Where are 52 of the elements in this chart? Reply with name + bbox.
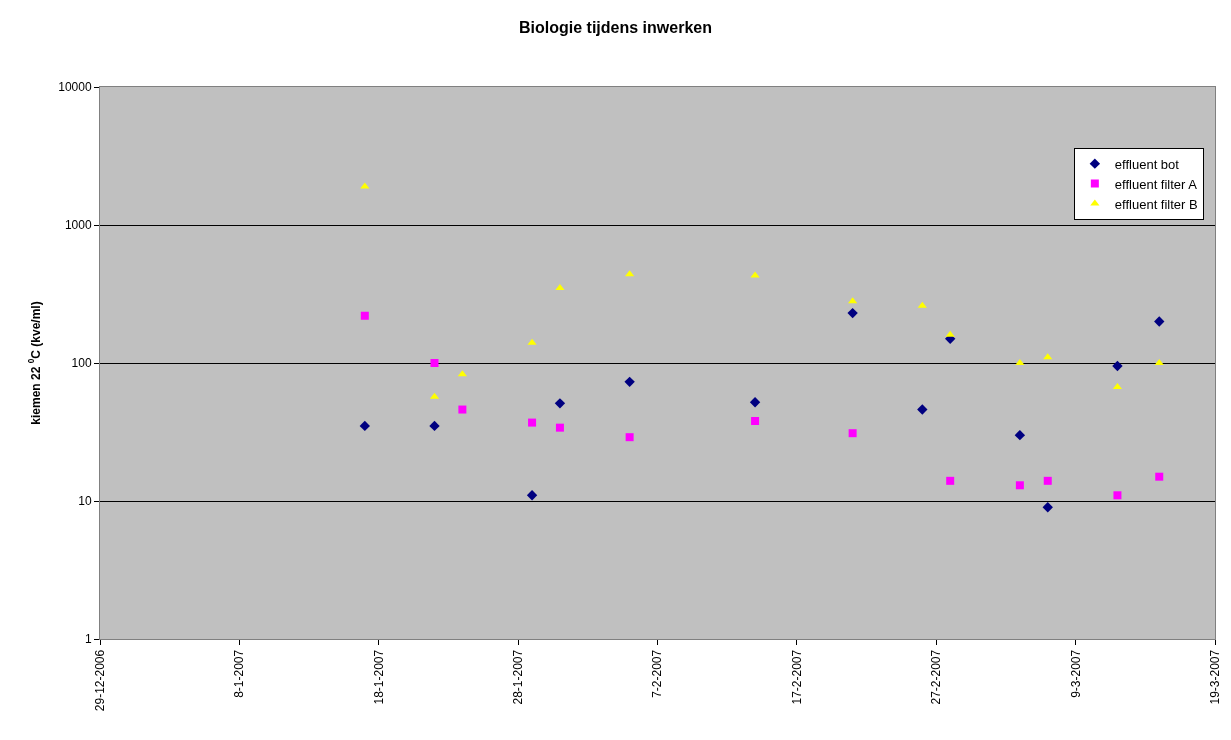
y-tick-label: 1000	[64, 218, 92, 233]
x-tick-label: 28-1-2007	[511, 649, 526, 705]
point	[1112, 360, 1123, 372]
point	[945, 330, 955, 337]
legend-label: effluent filter A	[1114, 176, 1198, 192]
y-tick-label: 1	[84, 632, 92, 647]
point	[624, 376, 635, 388]
x-tick-label: 27-2-2007	[929, 649, 944, 705]
legend-label: effluent filter B	[1114, 196, 1198, 212]
y-tick-label: 100	[71, 356, 92, 371]
y-tick-label: 10	[78, 494, 92, 509]
point	[526, 490, 538, 501]
x-tick-label: 8-1-2007	[232, 649, 247, 698]
point	[555, 283, 565, 290]
point	[555, 423, 564, 432]
legend-label: effluent bot	[1114, 156, 1180, 172]
point	[430, 359, 439, 367]
point	[1014, 429, 1026, 441]
point	[360, 311, 369, 320]
point	[457, 370, 467, 377]
point	[1154, 316, 1165, 327]
point	[751, 416, 760, 425]
point	[917, 404, 928, 415]
point	[1042, 502, 1053, 513]
point	[848, 429, 857, 438]
x-tick-label: 17-2-2007	[789, 649, 804, 705]
point	[429, 420, 440, 432]
point	[458, 405, 467, 414]
point	[527, 338, 537, 345]
point	[625, 433, 634, 442]
point	[554, 398, 566, 409]
point	[847, 307, 858, 319]
point	[1113, 491, 1122, 500]
x-tick-label: 29-12-2006	[92, 649, 107, 712]
point	[625, 270, 635, 277]
y-tick-label: 10000	[58, 80, 92, 95]
point	[1155, 472, 1164, 481]
x-tick-label: 18-1-2007	[371, 649, 386, 705]
chart-title: Biologie tijdens inwerken	[519, 19, 712, 37]
point	[1043, 476, 1052, 485]
point	[750, 271, 760, 278]
point	[749, 396, 761, 408]
point	[1015, 481, 1024, 490]
point	[848, 297, 858, 304]
point	[359, 420, 371, 432]
point	[360, 182, 370, 189]
point	[917, 301, 927, 308]
x-tick-label: 9-3-2007	[1068, 649, 1083, 698]
point	[946, 476, 955, 485]
x-tick-label: 7-2-2007	[650, 649, 665, 698]
x-tick-label: 19-3-2007	[1207, 649, 1222, 705]
point	[528, 418, 537, 427]
